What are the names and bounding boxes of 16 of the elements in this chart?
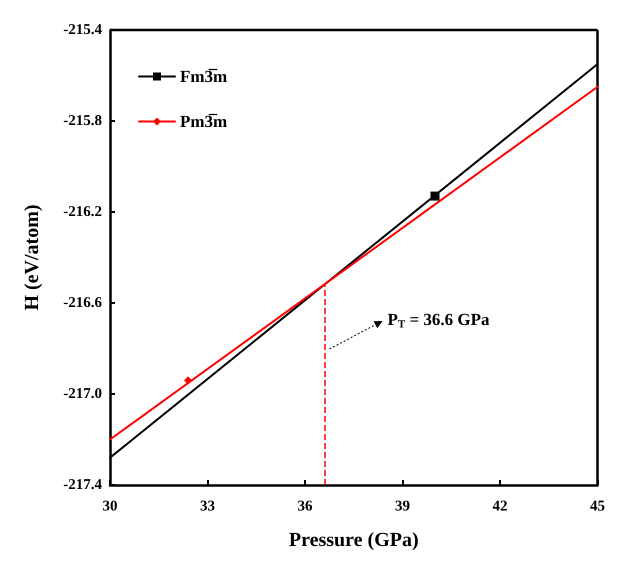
legend-label: Fm3̅m [180, 67, 228, 86]
x-tick-label: 33 [200, 498, 215, 514]
y-tick-label: -215.4 [63, 22, 102, 38]
y-tick-label: -216.6 [63, 295, 102, 311]
legend-label: Pm3̅m [180, 112, 228, 131]
x-tick-label: 45 [590, 498, 605, 514]
x-tick-label: 39 [395, 498, 410, 514]
y-tick-label: -217.4 [63, 477, 102, 493]
y-axis-title: H (eV/atom) [21, 204, 43, 311]
x-tick-label: 30 [102, 498, 118, 514]
x-tick-label: 42 [492, 498, 508, 514]
y-tick-label: -216.2 [63, 204, 102, 220]
x-axis-title: Pressure (GPa) [288, 529, 419, 551]
y-tick-label: -217.0 [63, 386, 102, 402]
y-tick-label: -215.8 [63, 113, 102, 129]
x-tick-label: 36 [298, 498, 313, 514]
